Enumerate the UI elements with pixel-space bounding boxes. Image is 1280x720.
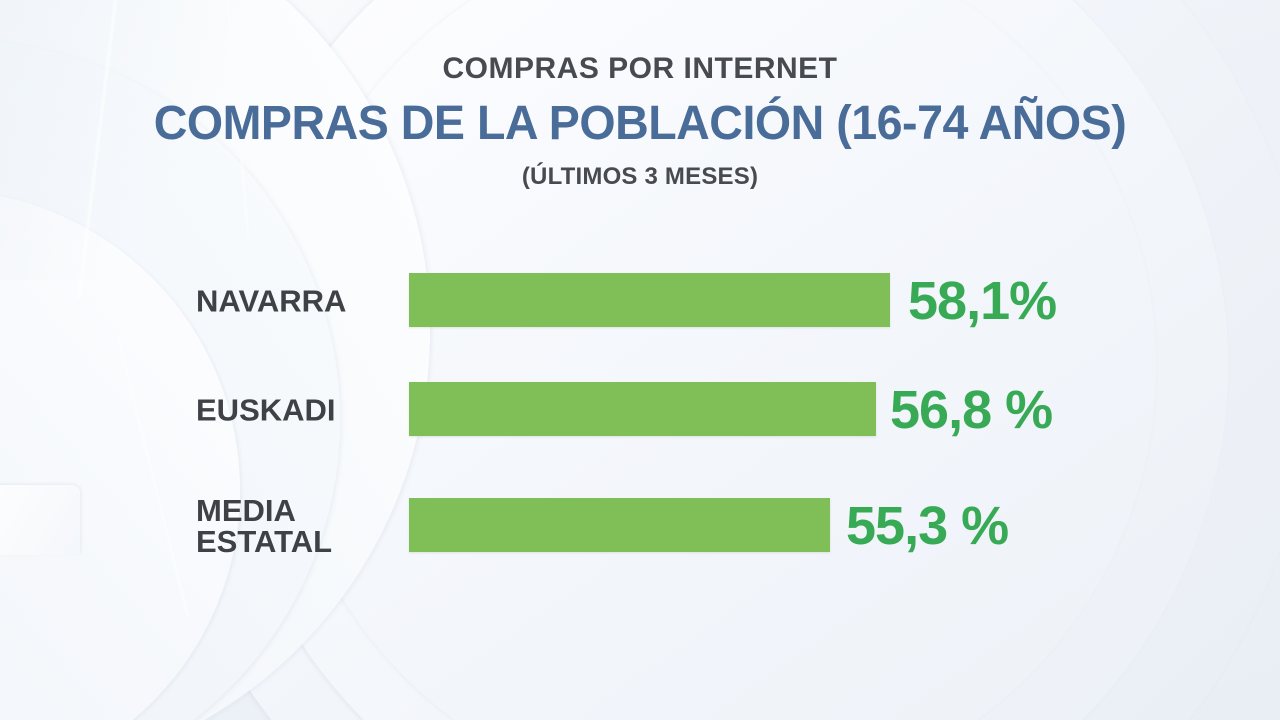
bar-label-euskadi: EUSKADI [196,392,336,428]
bar-row-euskadi: EUSKADI 56,8 % [0,380,1280,440]
bar-row-media-estatal: MEDIA ESTATAL 55,3 % [0,493,1280,559]
bar-value-navarra: 58,1% [908,271,1057,331]
bar-value-euskadi: 56,8 % [890,380,1053,440]
chart-eyebrow-title: COMPRAS POR INTERNET [442,52,838,85]
bar-label-media-estatal: MEDIA ESTATAL [196,493,333,559]
bar-row-navarra: NAVARRA 58,1% [0,271,1280,331]
chart-main-title: COMPRAS DE LA POBLACIÓN (16-74 AÑOS) [153,97,1127,150]
bar-media-estatal [409,498,830,552]
chart-subtitle: (ÚLTIMOS 3 MESES) [521,163,759,190]
bar-label-navarra: NAVARRA [196,283,347,319]
bar-navarra [409,273,890,327]
bar-value-media-estatal: 55,3 % [846,496,1009,556]
bar-euskadi [409,382,876,436]
